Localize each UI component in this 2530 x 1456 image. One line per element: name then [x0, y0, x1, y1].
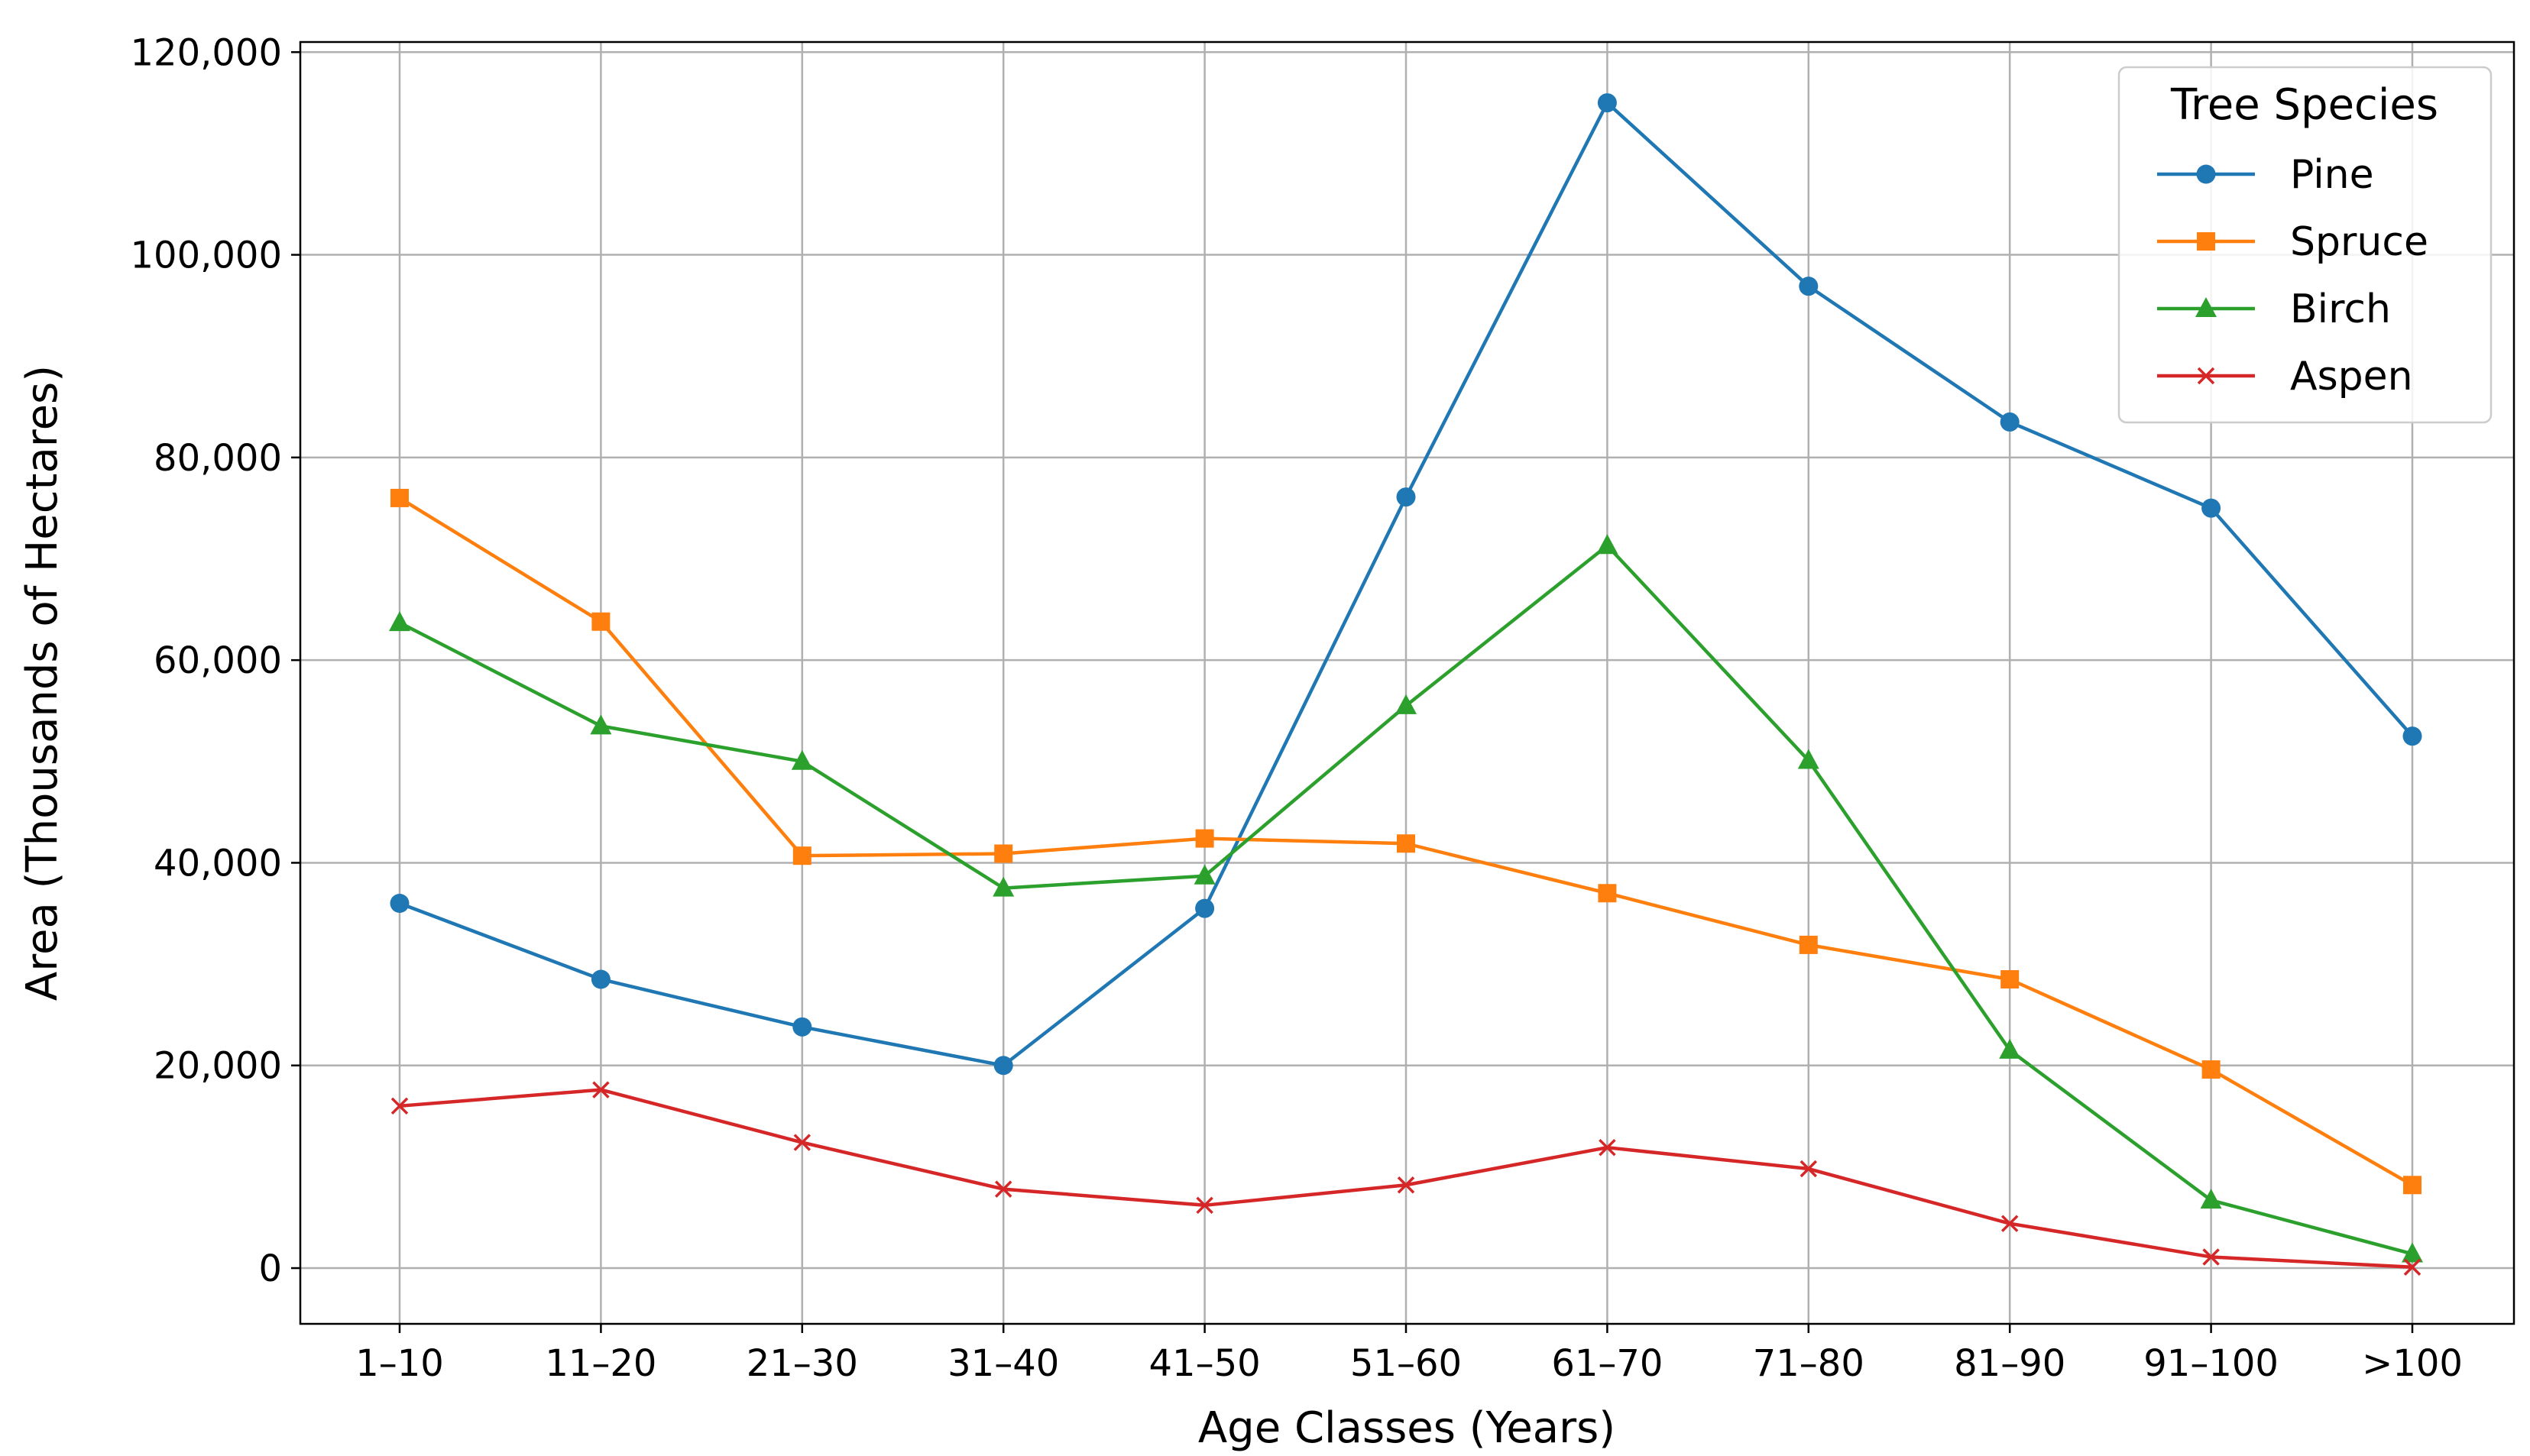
data-point-pine — [390, 894, 410, 914]
legend-title: Tree Species — [2170, 80, 2438, 130]
legend-label-spruce: Spruce — [2290, 219, 2428, 265]
data-point-spruce — [390, 488, 409, 507]
x-axis-label: Age Classes (Years) — [1198, 1403, 1615, 1453]
legend-label-aspen: Aspen — [2290, 354, 2413, 400]
x-tick-label: 51–60 — [1350, 1342, 1462, 1385]
y-tick-label: 0 — [258, 1247, 282, 1290]
data-point-aspen — [2000, 1215, 2019, 1232]
data-point-spruce — [2403, 1176, 2421, 1195]
legend-marker-pine — [2196, 164, 2216, 184]
x-tick-label: 71–80 — [1753, 1342, 1864, 1385]
data-point-spruce — [994, 844, 1013, 863]
x-tick-label: 91–100 — [2143, 1342, 2279, 1385]
legend: Tree Species Pine Spruce Birch Aspen — [2117, 66, 2493, 424]
data-point-pine — [591, 969, 611, 989]
x-tick-label: 1–10 — [355, 1342, 444, 1385]
data-point-birch — [2402, 1242, 2423, 1263]
series-lines — [389, 93, 2423, 1276]
data-point-birch — [791, 749, 813, 770]
legend-marker-spruce — [2197, 232, 2215, 251]
data-point-aspen — [1599, 1138, 1616, 1157]
series-pine — [390, 93, 2422, 1076]
data-point-pine — [993, 1056, 1013, 1076]
data-point-birch — [389, 611, 410, 632]
data-point-spruce — [591, 612, 611, 631]
data-point-spruce — [1598, 884, 1617, 903]
series-spruce — [390, 488, 2421, 1195]
data-point-pine — [1396, 487, 1416, 507]
data-point-spruce — [792, 846, 811, 866]
data-point-aspen — [994, 1180, 1012, 1198]
x-tick-label: >100 — [2362, 1342, 2463, 1385]
x-tick-label: 41–50 — [1149, 1342, 1261, 1385]
legend-item-aspen: Aspen — [2157, 354, 2413, 400]
data-point-spruce — [1195, 829, 1214, 848]
legend-label-pine: Pine — [2290, 152, 2374, 198]
data-point-aspen — [1800, 1160, 1818, 1178]
gridlines — [300, 42, 2514, 1324]
data-point-pine — [2000, 412, 2020, 432]
y-tick-label: 20,000 — [154, 1045, 282, 1088]
data-point-birch — [1596, 534, 1618, 555]
data-point-birch — [1999, 1038, 2021, 1059]
legend-item-birch: Birch — [2157, 286, 2391, 332]
data-point-birch — [590, 714, 612, 735]
data-point-aspen — [2202, 1248, 2220, 1266]
data-point-pine — [792, 1017, 812, 1037]
series-aspen — [390, 1081, 2421, 1276]
y-tick-label: 80,000 — [154, 437, 282, 480]
series-birch — [389, 534, 2423, 1263]
x-axis-ticks: 1–10 11–20 21–30 31–40 41–50 51–60 61–70 71–80 8… — [355, 1324, 2463, 1385]
x-tick-label: 81–90 — [1954, 1342, 2065, 1385]
legend-item-pine: Pine — [2157, 152, 2374, 198]
data-point-pine — [1195, 898, 1215, 918]
data-point-aspen — [793, 1134, 811, 1151]
data-point-birch — [1395, 694, 1417, 714]
legend-marker-birch — [2195, 297, 2217, 317]
legend-marker-aspen — [2197, 367, 2215, 385]
data-point-pine — [2201, 498, 2221, 518]
data-point-birch — [1797, 749, 1819, 769]
data-point-aspen — [2403, 1258, 2421, 1276]
data-point-birch — [1194, 864, 1216, 885]
y-tick-label: 40,000 — [154, 842, 282, 885]
y-tick-label: 120,000 — [131, 31, 283, 74]
y-axis-label: Area (Thousands of Hectares) — [18, 365, 67, 1001]
y-tick-label: 100,000 — [131, 235, 283, 277]
data-point-birch — [2200, 1189, 2222, 1209]
x-tick-label: 11–20 — [545, 1342, 656, 1385]
legend-box — [2117, 66, 2493, 424]
legend-label-birch: Birch — [2290, 286, 2391, 332]
data-point-spruce — [2201, 1060, 2221, 1079]
legend-item-spruce: Spruce — [2157, 219, 2428, 265]
y-axis-ticks: 0 20,000 40,000 60,000 80,000 100,000 120,000 — [131, 31, 300, 1290]
data-point-birch — [993, 876, 1015, 897]
plot-frame — [299, 40, 2515, 1325]
data-point-aspen — [390, 1097, 409, 1115]
data-point-spruce — [1799, 935, 1818, 954]
data-point-aspen — [1196, 1196, 1213, 1215]
data-point-spruce — [2000, 969, 2020, 988]
y-tick-label: 60,000 — [154, 639, 282, 682]
data-point-aspen — [592, 1081, 610, 1098]
x-tick-label: 61–70 — [1551, 1342, 1663, 1385]
x-tick-label: 31–40 — [948, 1342, 1059, 1385]
data-point-pine — [1799, 277, 1819, 296]
x-tick-label: 21–30 — [747, 1342, 858, 1385]
data-point-pine — [1597, 93, 1617, 113]
data-point-aspen — [1397, 1176, 1415, 1194]
data-point-spruce — [1397, 834, 1415, 853]
data-point-pine — [2402, 726, 2422, 746]
